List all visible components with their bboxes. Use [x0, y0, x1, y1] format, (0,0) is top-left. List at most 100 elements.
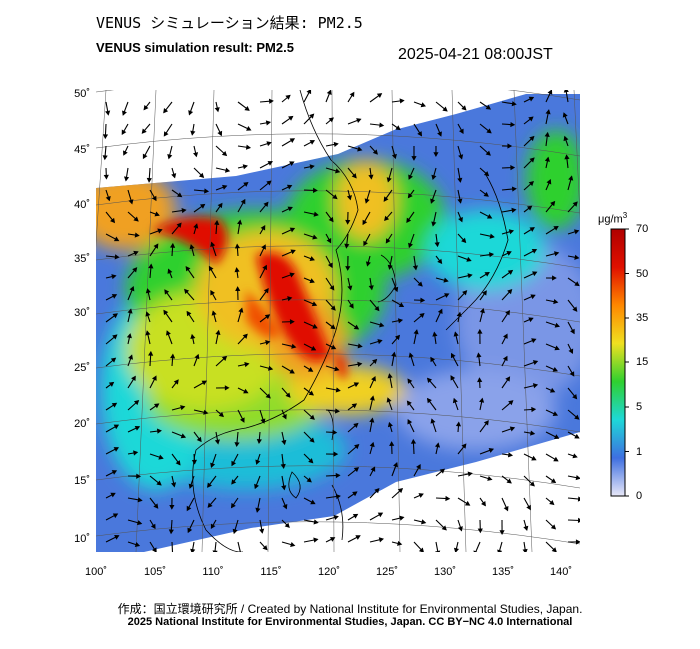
wind-arrow [127, 211, 139, 222]
wind-arrow [193, 203, 206, 213]
wind-arrow [563, 135, 569, 147]
wind-arrow [391, 515, 405, 521]
wind-arrow [171, 453, 181, 466]
wind-arrow [567, 431, 580, 439]
wind-arrow [523, 227, 535, 235]
wind-arrow [193, 145, 199, 158]
wind-arrow [457, 123, 464, 135]
wind-arrow [207, 497, 217, 508]
wind-arrow [479, 167, 490, 177]
wind-arrow [127, 399, 140, 411]
wind-arrow [193, 380, 208, 389]
wind-arrow [237, 144, 252, 150]
wind-arrow [452, 397, 459, 411]
wind-arrow [545, 365, 558, 372]
wind-arrow [457, 167, 463, 183]
credit-line-1: 作成：国立環境研究所 / Created by National Institu… [117, 602, 583, 616]
wind-arrow [123, 145, 129, 156]
wind-arrow [237, 333, 248, 345]
wind-arrow [105, 313, 118, 323]
wind-arrow [501, 165, 516, 171]
wind-arrow [523, 205, 533, 213]
colorbar [610, 228, 629, 497]
wind-arrow [501, 121, 516, 128]
wind-arrow [522, 541, 528, 552]
wind-arrow [325, 429, 338, 435]
wind-arrow [347, 145, 363, 152]
wind-arrow [435, 468, 446, 477]
wind-arrow [545, 431, 560, 439]
wind-arrow [479, 397, 485, 411]
lon-label-105: 105˚ [143, 566, 167, 578]
wind-arrow [479, 123, 492, 134]
wind-arrow [413, 277, 423, 287]
wind-arrow [127, 425, 141, 433]
wind-arrow [237, 409, 245, 423]
wind-arrow [369, 358, 378, 367]
wind-arrow [430, 356, 437, 367]
wind-arrow [325, 343, 337, 350]
wind-arrow [457, 273, 473, 279]
wind-arrow [435, 123, 442, 137]
wind-arrow [105, 233, 120, 242]
wind-arrow [457, 101, 467, 111]
wind-arrow [191, 453, 198, 465]
wind-arrow [193, 223, 199, 235]
wind-arrow [281, 519, 290, 528]
wind-arrow [369, 376, 376, 389]
colorbar-tick-1: 1 [636, 446, 643, 458]
wind-arrow [413, 101, 426, 108]
wind-arrow [215, 202, 223, 213]
wind-arrow [105, 334, 118, 345]
wind-arrow [303, 211, 319, 217]
wind-arrow [303, 187, 318, 193]
wind-arrow [281, 319, 295, 325]
wind-arrow [325, 493, 341, 500]
wind-arrow [431, 211, 437, 227]
wind-arrow [391, 351, 397, 367]
wind-arrow [364, 189, 371, 204]
wind-arrow [384, 211, 393, 222]
wind-arrow [545, 497, 555, 506]
lat-label-30: 30˚ [74, 307, 90, 319]
wind-arrow [347, 443, 360, 455]
wind-arrow [237, 387, 249, 394]
wind-arrow [413, 329, 419, 345]
wind-arrow [259, 365, 274, 371]
wind-arrow [232, 519, 239, 535]
wind-arrow [167, 145, 173, 160]
wind-arrow [391, 123, 401, 131]
colorbar-tick-35: 35 [636, 312, 649, 324]
wind-arrow [237, 164, 248, 170]
wind-arrow [544, 131, 550, 147]
wind-arrow [477, 519, 483, 534]
wind-arrow [127, 285, 135, 301]
wind-arrow [281, 475, 287, 491]
wind-arrow [386, 167, 393, 183]
wind-arrow [523, 360, 539, 367]
wind-arrow [413, 493, 424, 499]
wind-arrow [281, 249, 296, 257]
wind-arrow [255, 497, 261, 513]
wind-arrow [214, 101, 220, 113]
wind-arrow [435, 519, 447, 531]
wind-arrow [523, 338, 537, 345]
wind-arrow [169, 497, 175, 510]
wind-arrow [281, 94, 291, 103]
wind-arrow [188, 475, 195, 489]
wind-arrow [479, 448, 495, 455]
wind-arrow [149, 453, 164, 460]
wind-arrow [435, 101, 448, 112]
wind-arrow [545, 321, 561, 328]
wind-arrow [189, 244, 195, 257]
wind-arrow [501, 400, 514, 411]
wind-arrow [184, 288, 195, 301]
wind-arrow [347, 167, 357, 179]
wind-arrow [254, 475, 261, 490]
wind-arrow [234, 267, 240, 279]
wind-arrow [347, 118, 362, 125]
wind-arrow [479, 211, 493, 219]
wind-arrow [391, 299, 405, 307]
wind-arrow [408, 233, 415, 249]
wind-arrow [479, 145, 491, 156]
